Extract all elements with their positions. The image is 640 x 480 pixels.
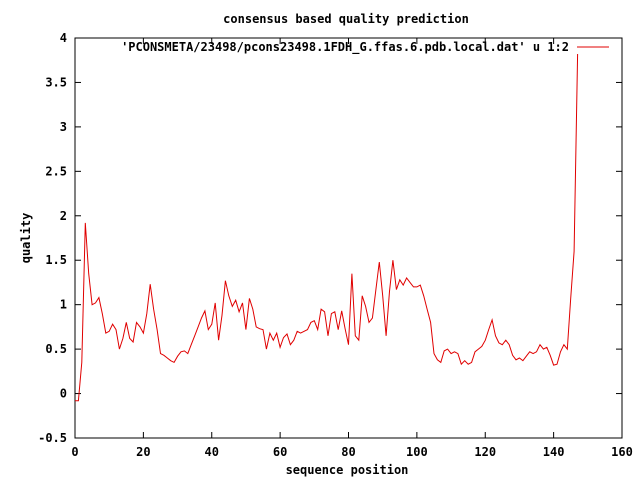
y-axis-label: quality <box>19 213 33 264</box>
x-tick-label: 120 <box>474 445 496 459</box>
y-tick-label: 0.5 <box>45 342 67 356</box>
y-tick-label: 0 <box>60 387 67 401</box>
x-tick-label: 0 <box>71 445 78 459</box>
y-axis-ticks: -0.5 0 0.5 1 1.5 2 2.5 3 3.5 4 <box>38 31 622 445</box>
y-tick-label: 2.5 <box>45 164 67 178</box>
y-tick-label: 3.5 <box>45 75 67 89</box>
y-tick-label: 3 <box>60 120 67 134</box>
y-tick-label: 4 <box>60 31 67 45</box>
x-tick-label: 100 <box>406 445 428 459</box>
x-tick-label: 20 <box>136 445 150 459</box>
y-tick-label: 2 <box>60 209 67 223</box>
legend-series-label: 'PCONSMETA/23498/pcons23498.1FDH_G.ffas.… <box>121 40 569 55</box>
x-axis-ticks: 0 20 40 60 80 100 120 140 160 <box>71 38 633 459</box>
y-tick-label: 1 <box>60 298 67 312</box>
x-tick-label: 80 <box>341 445 355 459</box>
x-tick-label: 40 <box>205 445 219 459</box>
series-group <box>74 53 579 402</box>
x-tick-label: 60 <box>273 445 287 459</box>
y-tick-label: -0.5 <box>38 431 67 445</box>
y-tick-label: 1.5 <box>45 253 67 267</box>
x-axis-label: sequence position <box>286 463 409 477</box>
legend: 'PCONSMETA/23498/pcons23498.1FDH_G.ffas.… <box>121 40 609 55</box>
x-tick-label: 160 <box>611 445 633 459</box>
chart-title: consensus based quality prediction <box>223 12 469 26</box>
x-tick-label: 140 <box>543 445 565 459</box>
series-line-0 <box>75 53 579 402</box>
